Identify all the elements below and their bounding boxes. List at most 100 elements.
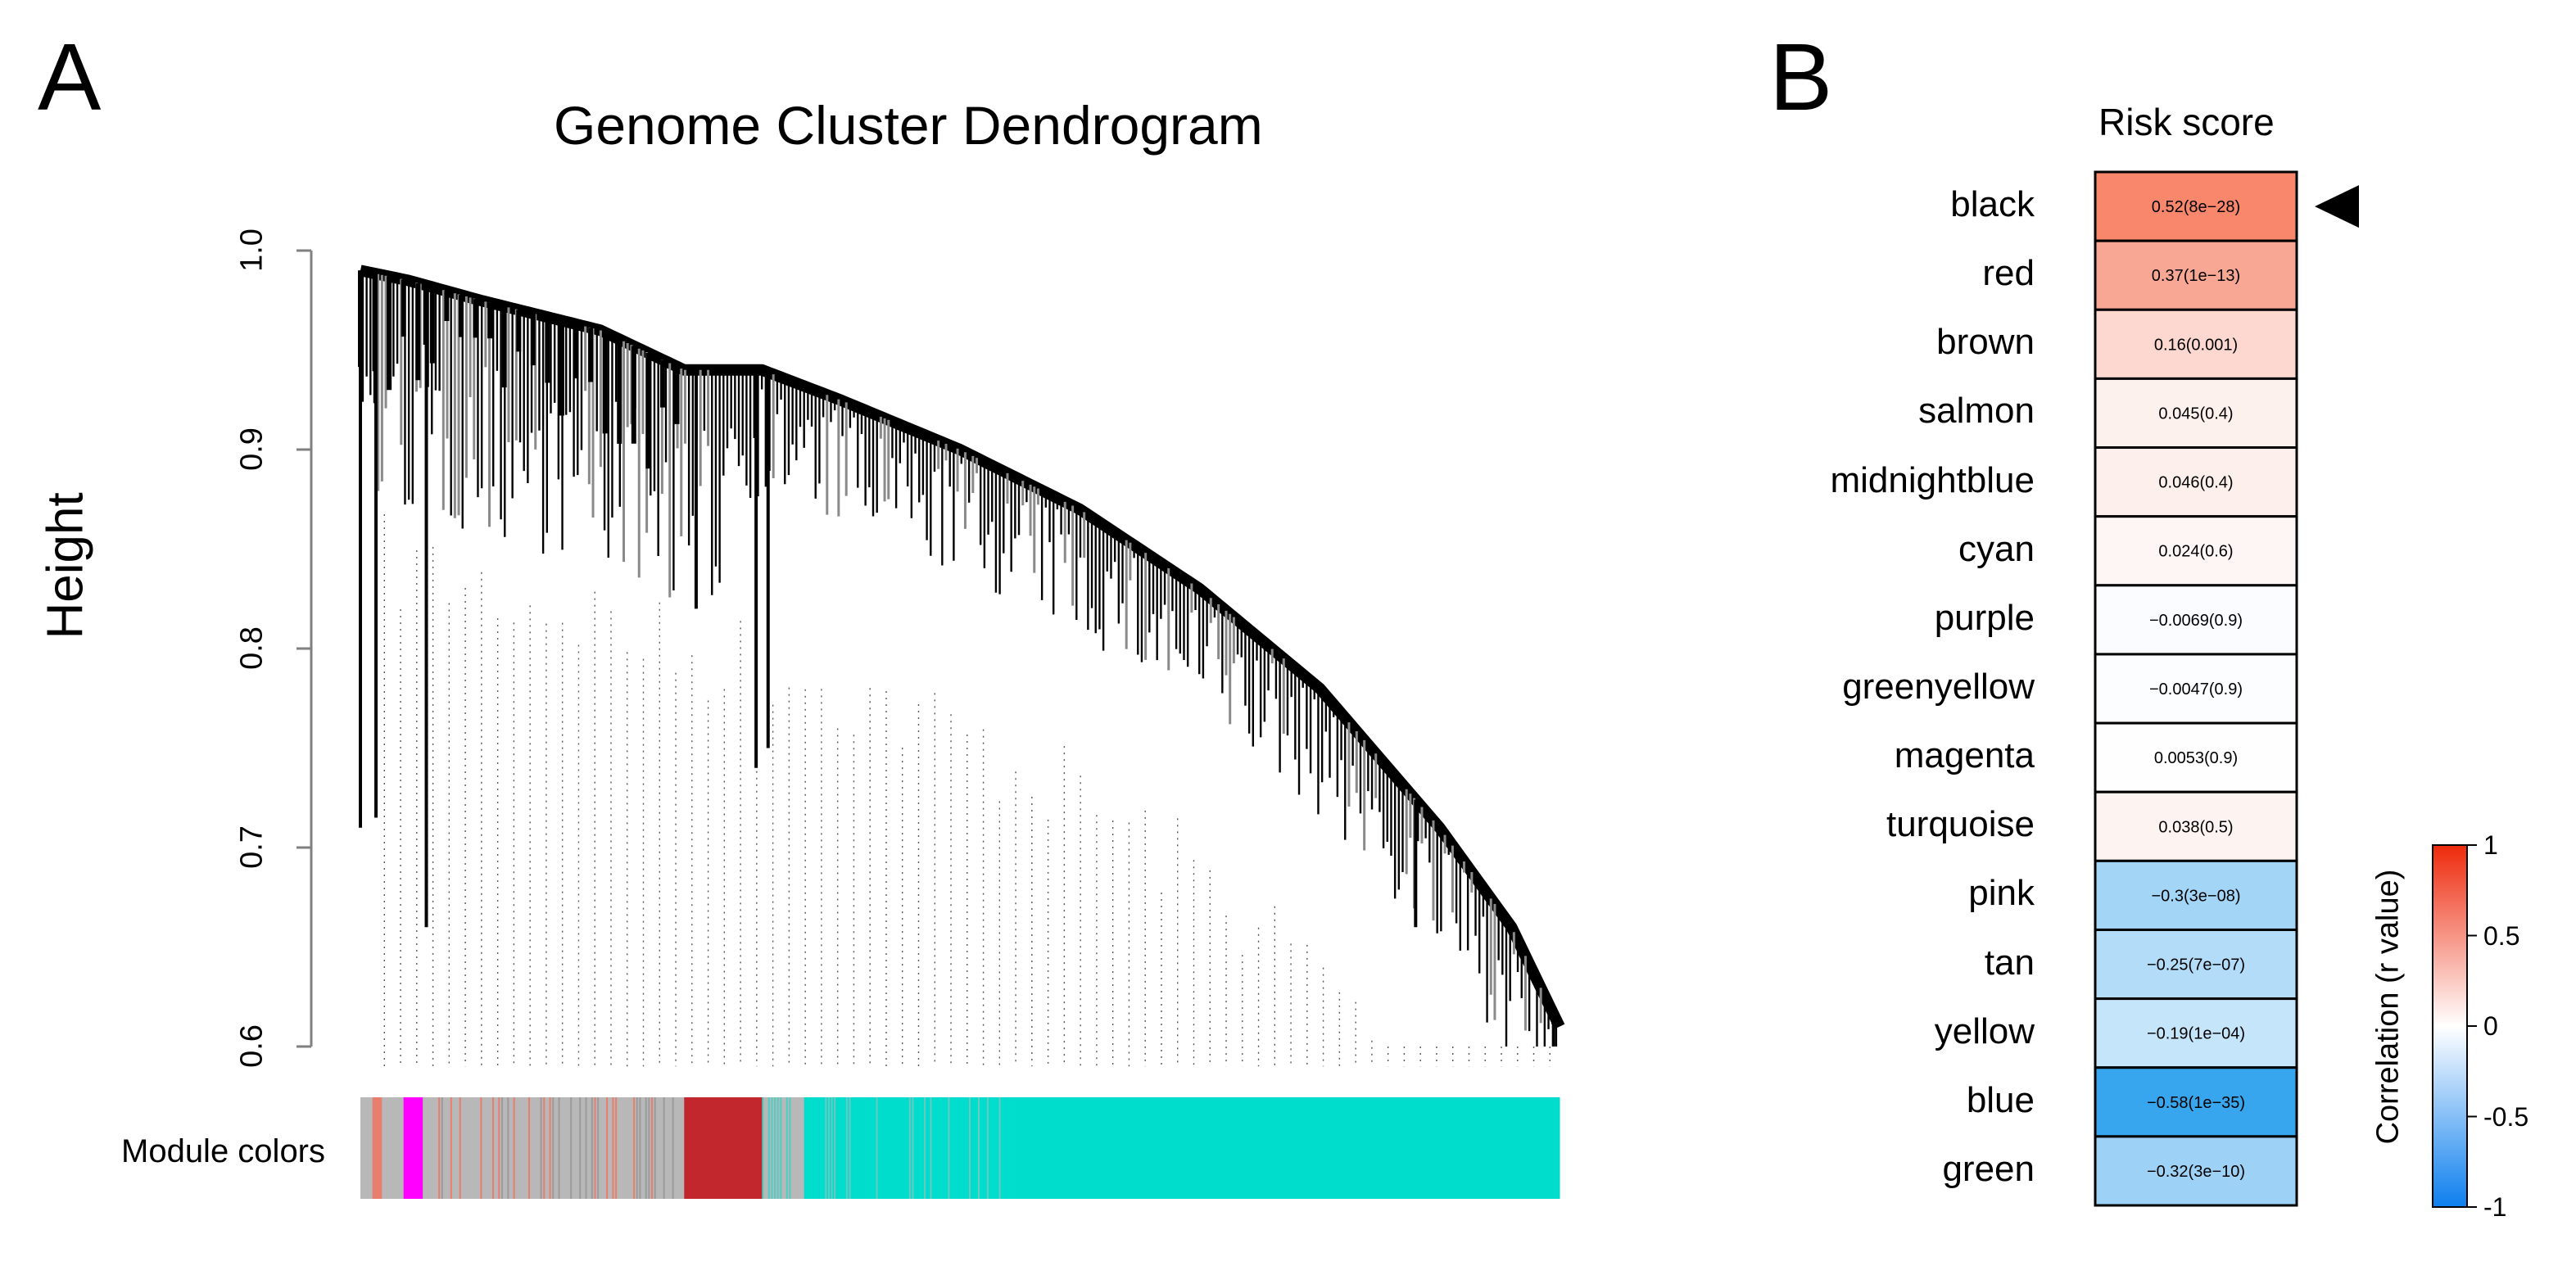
heatmap-cell-value: 0.16(0.001) [2154, 336, 2238, 354]
dendrogram [358, 264, 1565, 1067]
module-segment-magenta [403, 1097, 423, 1199]
module-stripe [789, 1097, 791, 1199]
heatmap-cell-value: −0.0069(0.9) [2149, 612, 2243, 630]
module-stripe [570, 1097, 573, 1199]
module-stripe [597, 1097, 600, 1199]
panel-a-letter: A [38, 24, 102, 130]
module-stripe [579, 1097, 582, 1199]
heatmap-cell-salmon [2094, 377, 2298, 450]
black-module-arrow [2315, 185, 2359, 228]
heatmap-column-title: Risk score [2098, 101, 2275, 143]
module-stripe [924, 1097, 926, 1199]
heatmap-row-label: midnightblue [1830, 459, 2035, 500]
heatmap-cell-value: 0.52(8e−28) [2152, 198, 2240, 216]
module-stripe [968, 1097, 971, 1199]
heatmap-cell-value: −0.3(3e−08) [2152, 887, 2241, 905]
module-stripe [771, 1097, 773, 1199]
color-legend [2432, 844, 2477, 1208]
heatmap-cell-value: −0.58(1e−35) [2147, 1094, 2245, 1112]
module-segment-grey [360, 1097, 373, 1199]
heatmap-cell-red [2094, 239, 2298, 311]
module-stripe [930, 1097, 932, 1199]
module-stripe [663, 1097, 665, 1199]
heatmap-row-label: pink [1968, 873, 2035, 914]
heatmap-row-label: brown [1936, 322, 2035, 363]
module-segment-grey [382, 1097, 405, 1199]
module-stripe [527, 1097, 530, 1199]
module-stripe [513, 1097, 515, 1199]
module-stripe [639, 1097, 641, 1199]
legend-tick-label: -1 [2483, 1192, 2507, 1222]
heatmap-row-label: greenyellow [1842, 667, 2035, 707]
module-segment-red [684, 1097, 763, 1199]
heatmap-cell-value: 0.0053(0.9) [2154, 749, 2238, 767]
heatmap-row-label: tan [1984, 942, 2035, 983]
module-stripe [654, 1097, 656, 1199]
panel-b-letter: B [1769, 24, 1833, 130]
heatmap-row-label: turquoise [1886, 804, 2035, 845]
module-stripe [762, 1097, 764, 1199]
module-stripe [672, 1097, 674, 1199]
module-stripe [912, 1097, 914, 1199]
module-stripe [827, 1097, 830, 1199]
module-segment-turquoise [804, 1097, 1560, 1199]
module-stripe [780, 1097, 782, 1199]
module-stripe [441, 1097, 443, 1199]
module-stripe [549, 1097, 551, 1199]
module-stripe [825, 1097, 827, 1199]
module-stripe [540, 1097, 542, 1199]
heatmap-row-label: salmon [1918, 391, 2035, 432]
heatmap-row-label: yellow [1934, 1010, 2035, 1051]
module-stripe [767, 1097, 770, 1199]
module-stripe [849, 1097, 851, 1199]
legend-tick-label: 1 [2483, 830, 2498, 860]
heatmap-cell-value: 0.045(0.4) [2158, 405, 2233, 423]
module-stripe [438, 1097, 441, 1199]
module-colors-label: Module colors [121, 1133, 326, 1169]
heatmap-cell-value: 0.024(0.6) [2158, 543, 2233, 561]
module-stripe [501, 1097, 504, 1199]
heatmap-cell-blue [2094, 1066, 2298, 1138]
module-stripe [645, 1097, 647, 1199]
heatmap-cell-cyan [2094, 515, 2298, 587]
module-stripe [558, 1097, 560, 1199]
heatmap-cell-black [2094, 170, 2298, 242]
module-stripe [908, 1097, 911, 1199]
module-stripe [507, 1097, 509, 1199]
module-stripe [977, 1097, 980, 1199]
heatmap-cell-greenyellow [2094, 653, 2298, 725]
heatmap-row-label: magenta [1894, 735, 2035, 776]
leaf-guides [383, 513, 1551, 1067]
module-stripe [774, 1097, 776, 1199]
heatmap-cell-value: −0.0047(0.9) [2149, 680, 2243, 699]
module-stripe [648, 1097, 650, 1199]
module-stripe [651, 1097, 654, 1199]
heatmap-row-label: cyan [1958, 528, 2035, 569]
module-stripe [831, 1097, 833, 1199]
module-stripe [552, 1097, 555, 1199]
module-stripe [450, 1097, 452, 1199]
heatmap-cell-brown [2094, 308, 2298, 380]
legend-colorbar [2432, 844, 2468, 1208]
module-stripe [998, 1097, 1001, 1199]
module-stripe [834, 1097, 836, 1199]
heatmap-cell-green [2094, 1135, 2298, 1207]
heatmap-cell-turquoise [2094, 790, 2298, 862]
module-stripe [480, 1097, 482, 1199]
heatmap-cell-value: −0.25(7e−07) [2147, 956, 2245, 974]
dendrogram-branches [358, 270, 1558, 1047]
module-stripe [615, 1097, 618, 1199]
heatmap-cell-value: −0.19(1e−04) [2147, 1025, 2245, 1043]
heatmap-cell-value: −0.32(3e−10) [2147, 1163, 2245, 1181]
module-stripe [594, 1097, 596, 1199]
heatmap-cell-pink [2094, 859, 2298, 931]
legend-tick-label: -0.5 [2483, 1101, 2529, 1132]
dendrogram-trunk [359, 264, 1565, 1029]
module-stripe [633, 1097, 636, 1199]
heatmap-row-label: green [1942, 1148, 2035, 1189]
module-stripe [845, 1097, 848, 1199]
y-axis [297, 249, 313, 1048]
module-stripe [612, 1097, 614, 1199]
module-color-bar [360, 1097, 1560, 1199]
